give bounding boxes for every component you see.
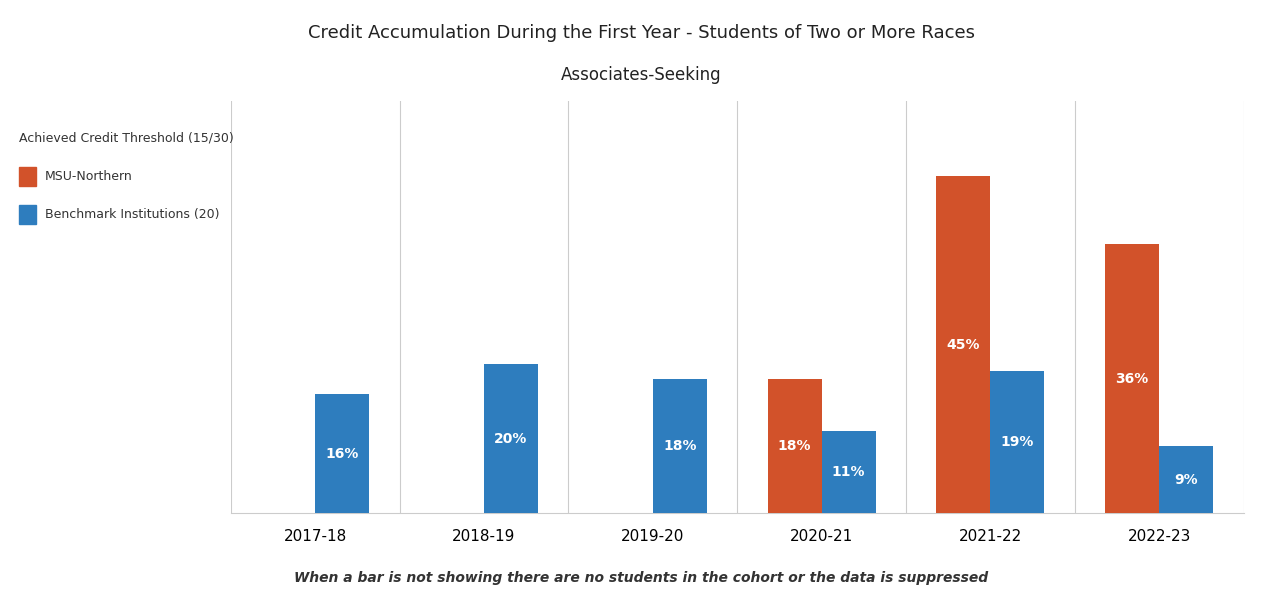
Text: 19%: 19%	[1001, 435, 1035, 450]
Text: 20%: 20%	[495, 432, 528, 445]
Bar	[653, 378, 706, 513]
Bar	[1105, 244, 1159, 513]
Bar	[936, 176, 990, 513]
Bar	[990, 371, 1045, 513]
Text: 18%: 18%	[663, 439, 696, 453]
Text: Achieved Credit Threshold (15/30): Achieved Credit Threshold (15/30)	[19, 131, 235, 144]
Text: Credit Accumulation During the First Year - Students of Two or More Races: Credit Accumulation During the First Yea…	[308, 24, 974, 42]
Text: When a bar is not showing there are no students in the cohort or the data is sup: When a bar is not showing there are no s…	[294, 571, 988, 585]
Text: 11%: 11%	[832, 465, 865, 479]
Text: Benchmark Institutions (20): Benchmark Institutions (20)	[45, 208, 219, 221]
Text: 45%: 45%	[946, 338, 979, 352]
Bar	[483, 364, 538, 513]
Text: MSU-Northern: MSU-Northern	[45, 170, 132, 183]
Bar	[768, 378, 822, 513]
Text: Associates-Seeking: Associates-Seeking	[560, 66, 722, 84]
Text: 18%: 18%	[778, 439, 812, 453]
Bar	[1159, 446, 1213, 513]
Text: 16%: 16%	[326, 447, 359, 460]
Bar	[315, 393, 369, 513]
Bar	[822, 431, 876, 513]
Text: 36%: 36%	[1115, 371, 1149, 386]
Text: 9%: 9%	[1174, 473, 1197, 487]
